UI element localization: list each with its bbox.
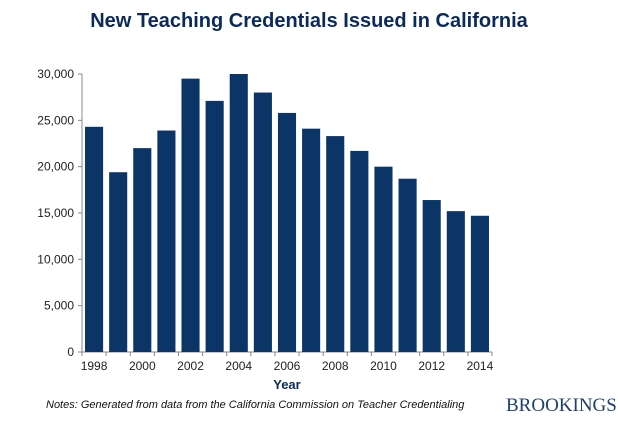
x-tick-label: 2012: [418, 359, 445, 373]
bar-2013: [446, 211, 465, 352]
y-tick-label: 25,000: [37, 113, 74, 127]
x-axis-title: Year: [273, 377, 300, 392]
bar-2004: [229, 74, 248, 352]
bar-2010: [374, 166, 393, 352]
bar-2001: [157, 130, 176, 352]
x-tick-label: 2002: [177, 359, 204, 373]
y-tick-label: 20,000: [37, 160, 74, 174]
bar-2008: [326, 136, 345, 352]
bar-chart: 0 5,000 10,000 15,000 20,000 25,000 30,000 1998…: [37, 67, 494, 392]
y-tick-label: 0: [67, 345, 74, 359]
y-tick-label: 30,000: [37, 67, 74, 81]
bar-2011: [398, 178, 417, 352]
bar-2012: [422, 200, 441, 352]
brookings-logo: BROOKINGS: [506, 395, 617, 416]
y-tick-label: 10,000: [37, 252, 74, 266]
bar-2009: [350, 150, 369, 352]
x-tick-label: 2004: [225, 359, 252, 373]
bar-2000: [133, 148, 152, 352]
bar-2014: [470, 215, 489, 352]
chart-notes: Notes: Generated from data from the Cali…: [46, 399, 465, 411]
bar-1999: [109, 172, 128, 352]
bar-2006: [277, 112, 297, 352]
y-tick-label: 15,000: [37, 206, 74, 220]
y-tick-label: 5,000: [44, 299, 74, 313]
bar-2007: [302, 128, 321, 352]
x-tick-label: 2000: [129, 359, 156, 373]
bar-2002: [181, 78, 200, 352]
x-tick-label: 2008: [322, 359, 349, 373]
x-tick-label: 2010: [370, 359, 397, 373]
bar-1998: [85, 126, 104, 352]
bar-2005: [253, 92, 272, 353]
x-tick-label: 2014: [467, 359, 494, 373]
chart-title: New Teaching Credentials Issued in Calif…: [90, 10, 528, 32]
x-tick-label: 1998: [81, 359, 108, 373]
bar-2003: [205, 100, 224, 352]
x-tick-label: 2006: [274, 359, 301, 373]
